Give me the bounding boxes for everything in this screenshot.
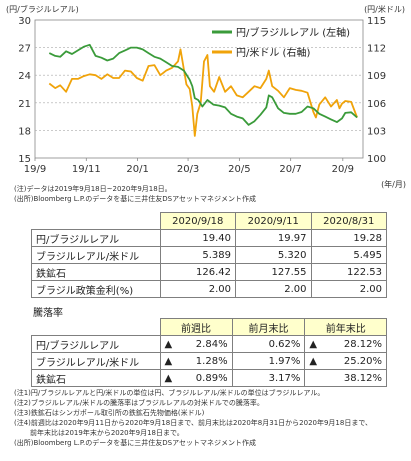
cell-value: 19.40 — [159, 229, 236, 247]
chart-note: (注)データは2019年9月18日~2020年9月18日。 — [14, 185, 172, 193]
cell-value: 127.55 — [235, 263, 312, 281]
series-line-usd — [48, 48, 358, 137]
x-tick-label: 20/1 — [126, 164, 148, 175]
chart-source: (出所)Bloomberg L.P.のデータを基に三井住友DSアセットマネジメン… — [14, 195, 256, 203]
right-tick-label: 100 — [367, 154, 386, 165]
plot-frame — [34, 19, 364, 159]
x-tick-label: 20/5 — [228, 164, 250, 175]
header-date: 2020/8/31 — [310, 212, 387, 230]
header-period: 前週比 — [159, 318, 233, 336]
table-note: (注3)鉄鉱石はシンガポール取引所の鉄鉱石先物価格(米ドル) — [14, 409, 205, 417]
cell-value: 5.389 — [159, 246, 236, 264]
decline-marker: ▲ — [164, 372, 173, 384]
left-tick-label: 27 — [18, 44, 31, 55]
header-date: 2020/9/11 — [235, 212, 312, 230]
x-tick-label: 20/7 — [279, 164, 301, 175]
table-source: (出所)Bloomberg L.P.のデータを基に三井住友DSアセットマネジメン… — [14, 439, 256, 447]
cell-value: 1.97% — [268, 355, 301, 367]
row-label: 円/ブラジルレアル — [31, 229, 161, 247]
left-tick-label: 21 — [18, 99, 31, 110]
cell-value: 25.20% — [343, 355, 382, 367]
cell-value: 2.84% — [195, 338, 228, 350]
right-tick-label: 115 — [367, 16, 386, 27]
right-tick-label: 106 — [367, 99, 386, 110]
cell-value: 2.00 — [159, 280, 236, 298]
decline-marker: ▲ — [309, 355, 318, 367]
cell-value: 38.12% — [343, 372, 382, 384]
cell-value: 28.12% — [343, 338, 382, 350]
header-period: 前月末比 — [231, 318, 306, 336]
x-tick-label: 19/9 — [24, 164, 46, 175]
table-row: ブラジル政策金利(%) 2.00 2.00 2.00 — [31, 280, 387, 298]
row-label: ブラジル政策金利(%) — [31, 280, 161, 298]
table-row: 鉄鉱石 126.42 127.55 122.53 — [31, 263, 387, 281]
legend-label: 円/ブラジルレアル (左軸) — [236, 26, 350, 39]
decline-marker: ▲ — [164, 355, 173, 367]
table-note: (注1)円/ブラジルレアルと円/米ドルの単位は円、ブラジルレアル/米ドルの単位は… — [14, 389, 325, 397]
right-tick-label: 109 — [367, 71, 386, 82]
exchange-rate-chart: (円/ブラジルレアル) (円/米ドル) (年/月) 15 18 21 24 27 30 10… — [6, 4, 406, 189]
right-axis-label: (円/米ドル) — [364, 4, 405, 14]
cell-value: 2.00 — [235, 280, 312, 298]
cell-value: 122.53 — [310, 263, 387, 281]
left-tick-label: 18 — [18, 126, 31, 137]
cell-value: 5.320 — [235, 246, 312, 264]
left-tick-label: 30 — [18, 16, 31, 27]
cell-value: 0.89% — [195, 372, 228, 384]
table-row: ブラジルレアル/米ドル ▲ 1.28% 1.97% ▲ 25.20% — [31, 352, 387, 370]
rates-table: 2020/9/18 2020/9/11 2020/8/31 円/ブラジルレアル … — [31, 212, 387, 298]
row-label: 鉄鉱石 — [31, 369, 161, 387]
table-row: 鉄鉱石 ▲ 0.89% 3.17% 38.12% — [31, 369, 387, 387]
table-row: 円/ブラジルレアル ▲ 2.84% 0.62% ▲ 28.12% — [31, 335, 387, 353]
left-axis-label: (円/ブラジルレアル) — [6, 4, 79, 14]
table-note: (注4)前週比は2020年9月11日から2020年9月18日まで、前月末比は20… — [14, 419, 373, 427]
cell-value: 1.28% — [195, 355, 228, 367]
cell-value: 19.97 — [235, 229, 312, 247]
decline-marker: ▲ — [309, 338, 318, 350]
cell-value: 2.00 — [310, 280, 387, 298]
section-title: 騰落率 — [33, 308, 63, 319]
table-note: 前年末比は2019年末から2020年9月18日まで。 — [30, 429, 184, 437]
cell-value: 3.17% — [268, 372, 301, 384]
series-line-brl — [48, 43, 358, 126]
legend-label: 円/米ドル (右軸) — [236, 46, 310, 59]
row-label: ブラジルレアル/米ドル — [31, 352, 161, 370]
change-table: 前週比 前月末比 前年末比 円/ブラジルレアル ▲ 2.84% 0.62% ▲ 28… — [31, 318, 387, 387]
row-label: ブラジルレアル/米ドル — [31, 246, 161, 264]
left-tick-label: 24 — [18, 71, 31, 82]
decline-marker: ▲ — [164, 338, 173, 350]
cell-value: 19.28 — [310, 229, 387, 247]
row-label: 鉄鉱石 — [31, 263, 161, 281]
right-tick-label: 103 — [367, 126, 386, 137]
x-tick-label: 19/11 — [72, 164, 101, 175]
x-tick-label: 20/9 — [332, 164, 354, 175]
table-note: (注2)ブラジルレアル/米ドルの騰落率はブラジルレアルの対米ドルでの騰落率。 — [14, 399, 264, 407]
header-date: 2020/9/18 — [159, 212, 236, 230]
x-tick-label: 20/3 — [177, 164, 199, 175]
cell-value: 126.42 — [159, 263, 236, 281]
right-tick-label: 112 — [367, 44, 386, 55]
table-row: 円/ブラジルレアル 19.40 19.97 19.28 — [31, 229, 387, 247]
x-axis-unit: (年/月) — [381, 179, 406, 189]
cell-value: 0.62% — [268, 338, 301, 350]
header-period: 前年末比 — [304, 318, 387, 336]
left-tick-label: 15 — [18, 154, 31, 165]
table-row: ブラジルレアル/米ドル 5.389 5.320 5.495 — [31, 246, 387, 264]
cell-value: 5.495 — [310, 246, 387, 264]
row-label: 円/ブラジルレアル — [31, 335, 161, 353]
